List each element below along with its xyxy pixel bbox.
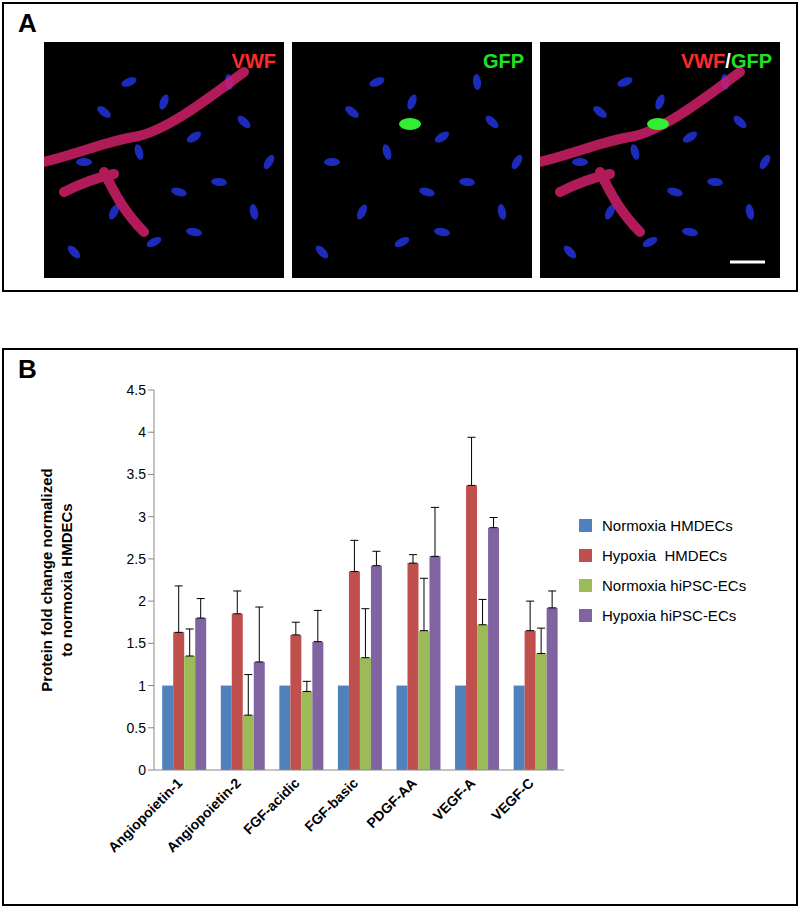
svg-text:3.5: 3.5 bbox=[127, 466, 147, 482]
svg-text:1.5: 1.5 bbox=[127, 635, 147, 651]
svg-text:Angiopoietin-1: Angiopoietin-1 bbox=[104, 774, 186, 856]
svg-text:0: 0 bbox=[138, 762, 146, 778]
html-text:Hypoxia HMDECs: Hypoxia HMDECs bbox=[602, 546, 727, 564]
svg-text:VWF/GFP: VWF/GFP bbox=[681, 50, 772, 72]
svg-text:GFP: GFP bbox=[483, 50, 524, 72]
svg-text:4: 4 bbox=[138, 424, 146, 440]
svg-text:4.5: 4.5 bbox=[127, 382, 147, 398]
html-text:Protein fold change normalized: Protein fold change normalized bbox=[38, 468, 55, 692]
svg-text:VEGF-A: VEGF-A bbox=[430, 775, 479, 824]
svg-text:2.5: 2.5 bbox=[127, 551, 147, 567]
html-text:Normoxia hiPSC-ECs: Normoxia hiPSC-ECs bbox=[602, 576, 747, 594]
svg-text:FGF-basic: FGF-basic bbox=[301, 775, 361, 835]
svg-text:FGF-acidic: FGF-acidic bbox=[240, 775, 303, 838]
svg-text:1: 1 bbox=[138, 678, 146, 694]
svg-text:VEGF-C: VEGF-C bbox=[488, 775, 537, 824]
svg-text:0.5: 0.5 bbox=[127, 720, 147, 736]
html-text:to normoxia HMDECs: to normoxia HMDECs bbox=[58, 503, 75, 657]
html-text:A: A bbox=[18, 8, 37, 38]
svg-text:PDGF-AA: PDGF-AA bbox=[363, 775, 419, 831]
html-text:B: B bbox=[18, 354, 37, 384]
html-text:Normoxia HMDECs: Normoxia HMDECs bbox=[602, 516, 733, 534]
html-text:Hypoxia hiPSC-ECs: Hypoxia hiPSC-ECs bbox=[602, 606, 737, 624]
svg-text:2: 2 bbox=[138, 593, 146, 609]
svg-text:VWF: VWF bbox=[232, 50, 276, 72]
svg-text:Angiopoietin-2: Angiopoietin-2 bbox=[163, 775, 244, 856]
svg-text:3: 3 bbox=[138, 509, 146, 525]
